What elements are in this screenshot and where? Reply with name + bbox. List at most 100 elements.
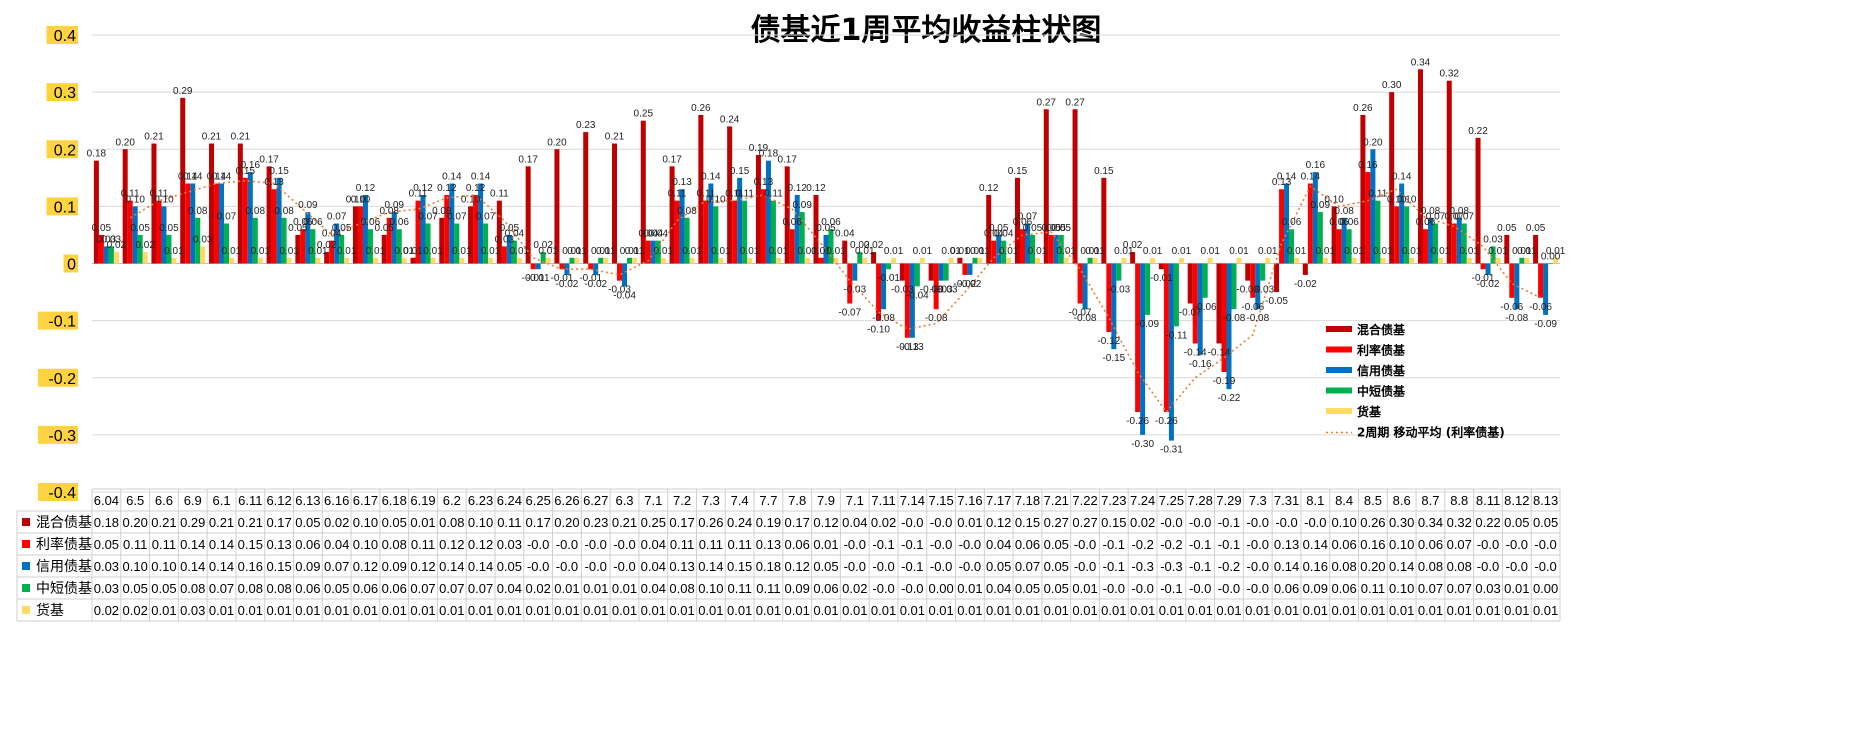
legend-swatch	[1326, 367, 1352, 373]
x-tick-label: 7.15	[928, 493, 953, 508]
data-label: 0.03	[1483, 234, 1503, 245]
table-cell: 0.05	[1504, 515, 1529, 530]
bar	[1404, 206, 1410, 264]
x-tick-label: 7.3	[702, 493, 720, 508]
data-label: 0.07	[1445, 212, 1465, 223]
y-tick-label: 0.2	[54, 142, 76, 159]
data-label: 0.09	[792, 200, 812, 211]
data-label: -0.02	[959, 279, 982, 290]
table-cell: 0.01	[324, 603, 349, 618]
data-label: 0.18	[759, 149, 779, 160]
table-cell: -0.1	[1103, 537, 1125, 552]
table-cell: 0.01	[382, 603, 407, 618]
data-label: 0.01	[1085, 246, 1105, 257]
table-cell: 0.01	[1274, 603, 1299, 618]
bar	[660, 257, 666, 264]
data-label: 0.01	[251, 246, 271, 257]
table-cell: 0.01	[583, 581, 608, 596]
bar	[1236, 257, 1242, 264]
chart-title: 债基近1周平均收益柱状图	[751, 13, 1102, 48]
table-cell: 0.01	[785, 603, 810, 618]
table-cell: 0.01	[583, 603, 608, 618]
bar	[1255, 263, 1261, 310]
data-label: -0.03	[1251, 285, 1274, 296]
table-cell: 0.01	[1216, 603, 1241, 618]
table-cell: 0.01	[151, 603, 176, 618]
data-label: 0.14	[1392, 172, 1412, 183]
data-label: 0.17	[259, 154, 279, 165]
data-label: 0.03	[97, 234, 117, 245]
table-cell: 0.05	[123, 581, 148, 596]
table-row-header: 混合债基	[36, 514, 92, 531]
x-tick-label: 8.1	[1306, 493, 1324, 508]
bar	[209, 143, 215, 264]
data-label: 0.01	[1460, 246, 1480, 257]
bar	[645, 240, 651, 264]
data-label: -0.09	[1534, 319, 1557, 330]
data-label: -0.03	[608, 285, 631, 296]
data-label: 0.16	[241, 160, 261, 171]
table-cell: 0.01	[1303, 603, 1328, 618]
bar	[727, 126, 733, 264]
bar	[823, 234, 829, 264]
bar	[881, 263, 887, 310]
x-tick-label: 6.9	[184, 493, 202, 508]
bar	[122, 149, 128, 264]
table-cell: 0.01	[1504, 581, 1529, 596]
bar	[396, 229, 402, 264]
table-cell: 0.10	[1389, 537, 1414, 552]
bar	[1284, 183, 1290, 264]
x-tick-label: 8.4	[1335, 493, 1353, 508]
data-label: 0.01	[682, 246, 702, 257]
data-label: 0.11	[735, 189, 754, 200]
x-tick-label: 6.6	[155, 493, 173, 508]
table-cell: 0.14	[468, 559, 493, 574]
data-label: 0.01	[481, 246, 501, 257]
data-label: 0.04	[322, 229, 342, 240]
table-cell: 0.09	[785, 581, 810, 596]
data-label: -0.08	[1074, 313, 1097, 324]
bar	[1019, 229, 1025, 264]
bar	[271, 189, 277, 264]
bar	[108, 246, 114, 264]
table-cell: 0.01	[1533, 603, 1558, 618]
data-label: -0.09	[1136, 319, 1159, 330]
table-cell: 0.11	[727, 581, 751, 596]
table-cell: 0.01	[1360, 603, 1385, 618]
data-label: 0.05	[1052, 223, 1072, 234]
data-label: 0.11	[1369, 189, 1388, 200]
table-cell: 0.05	[1015, 581, 1040, 596]
table-row-header: 中短债基	[36, 580, 92, 597]
table-cell: -0.0	[556, 559, 578, 574]
table-cell: 0.07	[209, 581, 234, 596]
data-label: -0.08	[925, 313, 948, 324]
table-cell: 0.06	[295, 537, 320, 552]
data-label: 0.10	[351, 194, 371, 205]
data-label: 0.06	[821, 217, 841, 228]
table-cell: -0.0	[1218, 581, 1240, 596]
x-tick-label: 6.26	[554, 493, 579, 508]
bar	[200, 246, 206, 264]
table-cell: 0.01	[727, 603, 752, 618]
table-legend-key	[22, 518, 30, 526]
data-label: 0.01	[222, 246, 242, 257]
table-cell: 0.34	[1418, 515, 1443, 530]
x-tick-label: 6.23	[468, 493, 493, 508]
table-cell: -0.0	[585, 537, 607, 552]
data-label: 0.07	[217, 212, 237, 223]
data-label: -0.06	[1500, 302, 1523, 313]
data-label: 0.02	[317, 240, 337, 251]
table-cell: 0.04	[641, 581, 666, 596]
bar	[137, 234, 143, 264]
x-tick-label: 7.25	[1159, 493, 1184, 508]
data-label: -0.08	[872, 313, 895, 324]
bar	[415, 200, 421, 264]
table-cell: 0.16	[238, 559, 263, 574]
table-cell: 0.14	[209, 537, 234, 552]
bar	[468, 206, 474, 264]
legend-label: 信用债基	[1357, 363, 1406, 378]
bar	[1360, 114, 1366, 264]
data-labels: 0.180.200.210.290.21 0.210.170.050.020.10…	[87, 57, 1566, 455]
